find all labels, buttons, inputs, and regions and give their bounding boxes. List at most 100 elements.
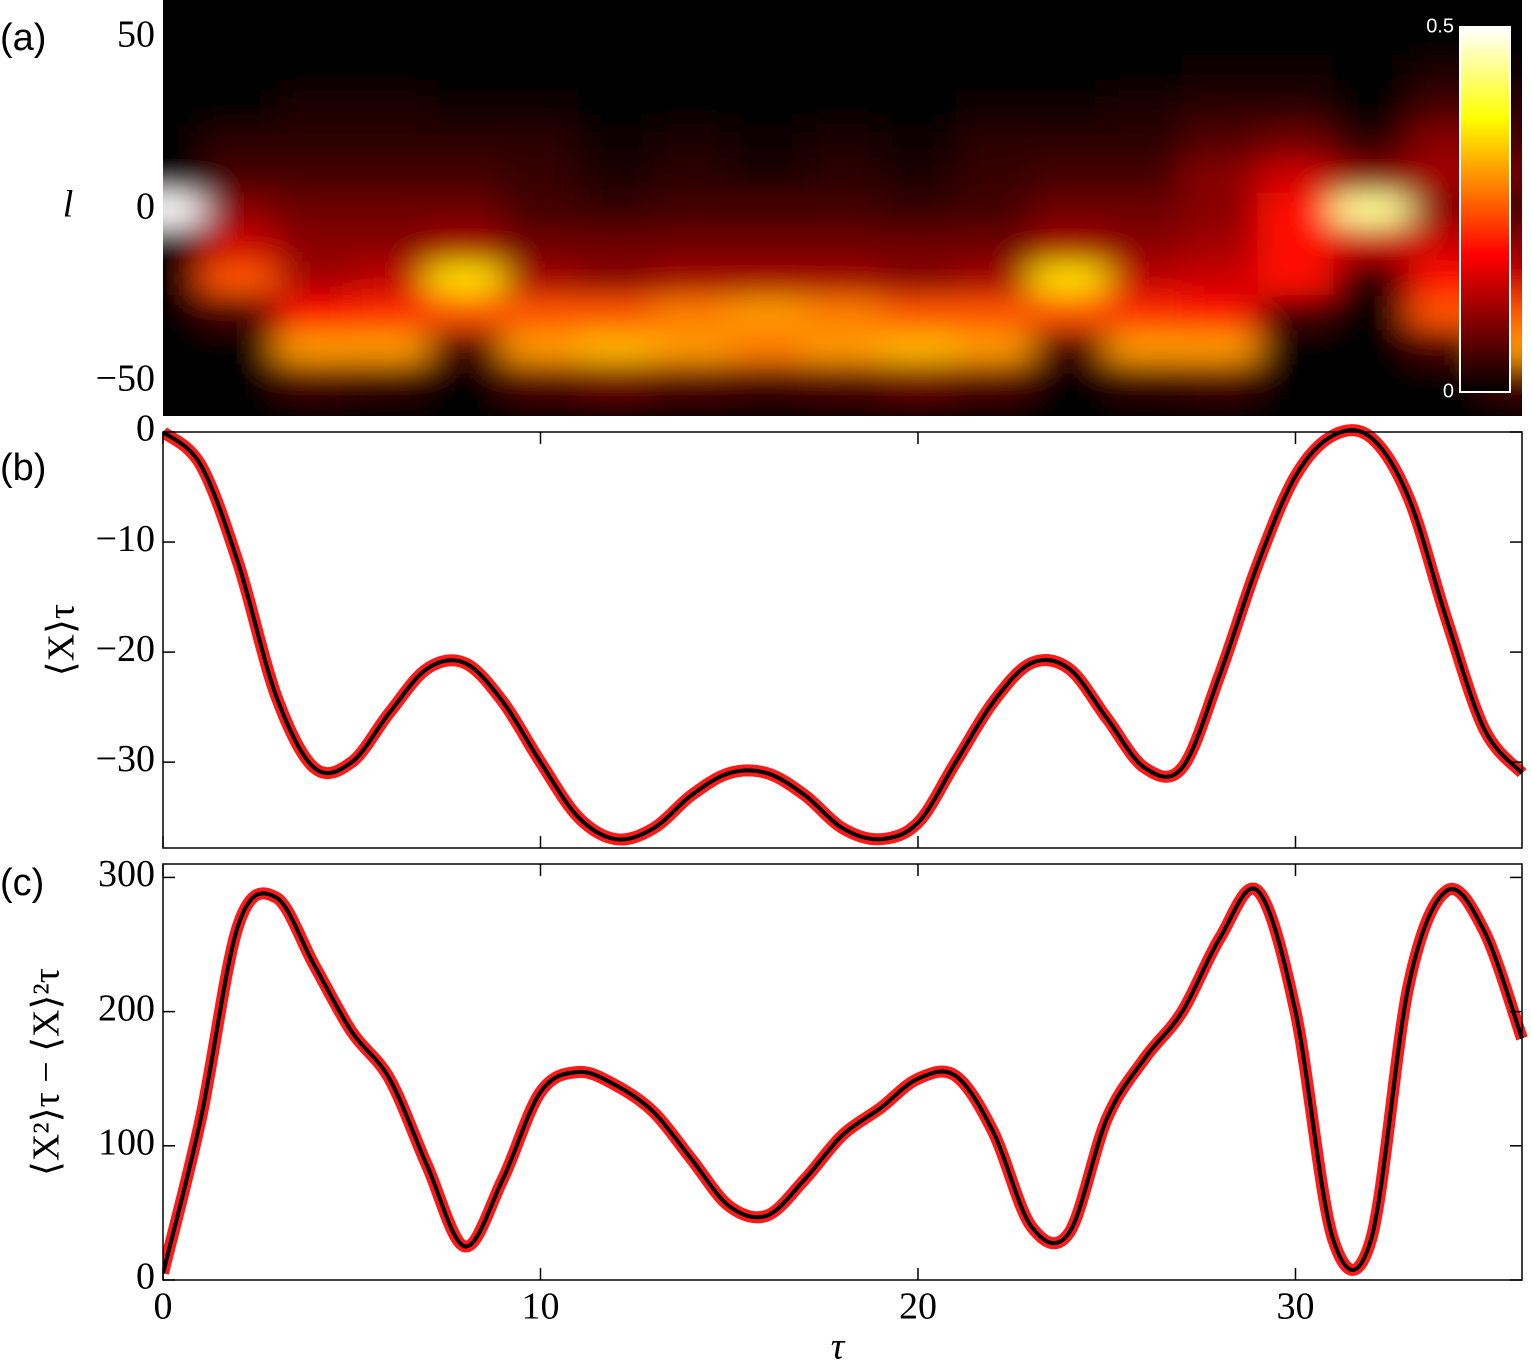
heatmap-cell <box>955 295 1032 331</box>
heatmap-cell <box>502 398 579 416</box>
heatmap-cell <box>1484 398 1522 416</box>
heatmap-cell <box>1333 398 1410 416</box>
heatmap-cell <box>351 226 428 262</box>
heatmap-cell <box>880 261 957 297</box>
plot-frame <box>162 863 1523 1281</box>
heatmap-cell <box>1031 123 1108 159</box>
heatmap-cell <box>200 261 277 297</box>
annotation: |Ψl| <box>185 31 239 73</box>
heatmap-cell <box>1333 192 1410 228</box>
heatmap-cell <box>351 0 428 22</box>
heatmap-cell <box>1333 261 1410 297</box>
heatmap-cell <box>1257 226 1334 262</box>
heatmap-cell <box>1182 55 1259 90</box>
heatmap-cell <box>351 192 428 228</box>
y-tick-label: 0 <box>136 1256 155 1298</box>
data-line <box>163 428 1524 842</box>
heatmap-cell <box>427 89 504 125</box>
heatmap-cell <box>653 226 730 262</box>
heatmap-cell <box>578 55 655 90</box>
heatmap-cell <box>804 123 881 159</box>
heatmap-cell <box>804 158 881 194</box>
heatmap-cell <box>729 89 806 125</box>
heatmap-cell <box>804 295 881 331</box>
heatmap-cell <box>1182 20 1259 56</box>
heatmap-cell <box>276 295 353 331</box>
heatmap-cell <box>276 55 353 90</box>
heatmap-cell <box>200 0 277 22</box>
x-tick-label: 20 <box>899 1286 937 1328</box>
heatmap-cell <box>880 123 957 159</box>
heatmap-cell <box>1333 295 1410 331</box>
heatmap-cell <box>1257 0 1334 22</box>
heatmap-cell <box>955 192 1032 228</box>
heatmap-cell <box>200 123 277 159</box>
heatmap-cell <box>578 261 655 297</box>
heatmap-cell <box>502 20 579 56</box>
heatmap-cell <box>653 192 730 228</box>
y-axis-label: ⟨X²⟩τ − ⟨X⟩²τ <box>26 968 68 1176</box>
heatmap-cell <box>729 20 806 56</box>
heatmap-cell <box>163 226 202 262</box>
heatmap-cell <box>351 364 428 400</box>
heatmap-cell <box>351 123 428 159</box>
y-tick-label: 300 <box>98 853 155 895</box>
heatmap-cell <box>1106 123 1183 159</box>
heatmap-cell <box>955 398 1032 416</box>
heatmap-cell <box>1031 0 1108 22</box>
heatmap-cell <box>1257 123 1334 159</box>
heatmap-cell <box>200 364 277 400</box>
heatmap-cell <box>427 158 504 194</box>
heatmap-cell <box>200 55 277 90</box>
heatmap-cell <box>200 20 277 56</box>
heatmap-cell <box>200 158 277 194</box>
heatmap-cell <box>276 364 353 400</box>
heatmap-cell <box>427 55 504 90</box>
x-axis-label: τ <box>831 1326 846 1368</box>
heatmap-cell <box>502 158 579 194</box>
heatmap-cell <box>804 261 881 297</box>
heatmap-cell <box>502 0 579 22</box>
heatmap-cell <box>955 158 1032 194</box>
heatmap-cell <box>351 295 428 331</box>
heatmap-cell <box>578 364 655 400</box>
heatmap-cell <box>1182 261 1259 297</box>
heatmap-cell <box>1257 295 1334 331</box>
heatmap-cell <box>880 0 957 22</box>
heatmap-cell <box>427 0 504 22</box>
heatmap-cell <box>502 192 579 228</box>
heatmap-cell <box>1333 89 1410 125</box>
heatmap-cell <box>351 20 428 56</box>
heatmap-cell <box>502 89 579 125</box>
heatmap-cell <box>163 158 202 194</box>
heatmap-cell <box>578 158 655 194</box>
heatmap-cell <box>351 55 428 90</box>
heatmap-cell <box>880 295 957 331</box>
y-tick-label: 100 <box>98 1122 155 1164</box>
heatmap-cell <box>1031 192 1108 228</box>
heatmap-cell <box>200 330 277 365</box>
x-tick-label: 30 <box>1277 1286 1315 1328</box>
heatmap-cell <box>1106 55 1183 90</box>
heatmap-cell <box>200 89 277 125</box>
data-line <box>163 882 1528 1276</box>
heatmap-cell <box>351 89 428 125</box>
colorbar-tick-label: 0 <box>1443 380 1454 402</box>
heatmap-cell <box>1257 55 1334 90</box>
heatmap-cell <box>1257 330 1334 365</box>
heatmap-cell <box>880 55 957 90</box>
heatmap-cell <box>578 330 655 365</box>
heatmap-cell <box>653 158 730 194</box>
heatmap-cell <box>163 330 202 365</box>
panel-label: (b) <box>0 447 46 489</box>
heatmap-cell <box>1106 89 1183 125</box>
heatmap-cell <box>502 55 579 90</box>
heatmap-cell <box>502 226 579 262</box>
y-tick-label: 200 <box>98 987 155 1029</box>
heatmap-cell <box>1333 364 1410 400</box>
heatmap-cell <box>427 123 504 159</box>
y-tick-label: 50 <box>117 14 155 56</box>
heatmap-cell <box>1106 20 1183 56</box>
heatmap-cell <box>276 192 353 228</box>
heatmap-cell <box>1182 364 1259 400</box>
